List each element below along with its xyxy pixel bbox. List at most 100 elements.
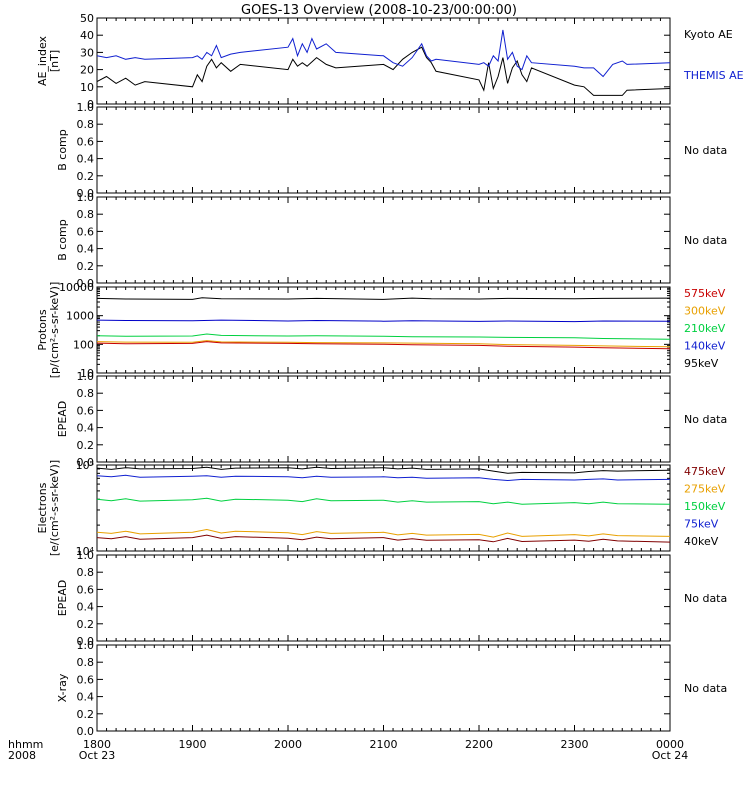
y-tick-label: 0.6 xyxy=(77,225,95,238)
no-data-note: No data xyxy=(684,682,727,695)
legend-entry: 95keV xyxy=(684,357,719,370)
y-tick-label: 0.4 xyxy=(77,601,95,614)
y-tick-label: 20 xyxy=(80,64,94,77)
y-tick-label: 0.0 xyxy=(77,725,95,738)
y-axis-label: B comp xyxy=(56,129,69,171)
y-tick-label: 0.2 xyxy=(77,708,95,721)
series-line-300kev xyxy=(96,319,671,323)
panel-frame xyxy=(96,106,671,194)
y-tick-label: 30 xyxy=(80,46,94,59)
y-tick-label: 10 xyxy=(80,367,94,380)
y-axis-label: Electrons xyxy=(36,482,49,533)
y-axis-label: Protons xyxy=(36,309,49,350)
panel-1: 0 10 20 30 40 50 AE_index [nT] Kyoto AE THEMIS AE xyxy=(36,12,744,111)
legend-entry: 575keV xyxy=(684,287,726,300)
panel-6: 10⁴ 10⁵ Electrons [e/(cm²-s-sr-keV)] 475keV 2… xyxy=(36,459,726,558)
panel-frame xyxy=(96,375,671,463)
y-tick-label: 50 xyxy=(80,12,94,25)
y-tick-label: 0.2 xyxy=(77,439,95,452)
panel-5: 0.0 0.2 0.4 0.6 0.8 1.0 EPEAD No data xyxy=(56,370,727,469)
y-axis-label: EPEAD xyxy=(56,401,69,438)
y-tick-label: 0.4 xyxy=(77,422,95,435)
y-tick-label: 0.0 xyxy=(77,187,95,200)
time-tick-label: 2000 xyxy=(274,738,302,751)
y-tick-label: 1.0 xyxy=(77,370,95,383)
y-tick-label: 10000 xyxy=(59,281,94,294)
y-tick-label: 0.8 xyxy=(77,118,95,131)
series-line-275kev xyxy=(96,474,671,482)
time-tick-label: 2200 xyxy=(465,738,493,751)
y-tick-label: 0.2 xyxy=(77,618,95,631)
series-line-95kev xyxy=(96,341,671,350)
series-line-140kev xyxy=(96,340,671,348)
y-tick-label: 10 xyxy=(80,81,94,94)
time-tick-label: 1800 xyxy=(83,738,111,751)
no-data-note: No data xyxy=(684,413,727,426)
y-tick-label: 0.6 xyxy=(77,673,95,686)
no-data-note: No data xyxy=(684,592,727,605)
y-tick-label: 0.6 xyxy=(77,404,95,417)
legend-entry: 475keV xyxy=(684,465,726,478)
y-tick-label: 0.4 xyxy=(77,153,95,166)
y-tick-label: 10⁵ xyxy=(76,459,94,472)
panel-4: 10 100 1000 10000 Protons [p/(cm²-s-sr-keV)] 5… xyxy=(36,281,726,380)
legend-entry: 150keV xyxy=(684,500,726,513)
y-tick-label: 0.8 xyxy=(77,566,95,579)
y-axis-label: [e/(cm²-s-sr-keV)] xyxy=(48,460,61,556)
y-tick-label: 0.0 xyxy=(77,456,95,469)
no-data-note: No data xyxy=(684,144,727,157)
y-axis-label: X-ray xyxy=(56,673,69,702)
panel-3: 0.0 0.2 0.4 0.6 0.8 1.0 B comp No data xyxy=(56,191,727,290)
time-tick-label: 2100 xyxy=(370,738,398,751)
series-line-40kev xyxy=(96,534,671,543)
time-tick-sublabel: Oct 24 xyxy=(652,749,689,762)
legend-entry: 75keV xyxy=(684,518,719,531)
y-tick-label: 0.4 xyxy=(77,243,95,256)
time-tick-label: 0000 xyxy=(656,738,684,751)
y-tick-label: 0.0 xyxy=(77,277,95,290)
no-data-note: No data xyxy=(684,234,727,247)
legend-entry: Kyoto AE xyxy=(684,28,733,41)
y-axis-label: EPEAD xyxy=(56,580,69,617)
y-tick-label: 0.0 xyxy=(77,635,95,648)
y-tick-label: 0.8 xyxy=(77,387,95,400)
y-tick-label: 1000 xyxy=(66,310,94,323)
legend-entry: 275keV xyxy=(684,483,726,496)
y-tick-label: 1.0 xyxy=(77,101,95,114)
panel-frame xyxy=(96,196,671,284)
panels: 0 10 20 30 40 50 AE_index [nT] Kyoto AE THEMIS AE… xyxy=(36,12,744,738)
y-axis-label: B comp xyxy=(56,219,69,261)
panel-frame xyxy=(96,644,671,732)
series-line-kyoto-ae xyxy=(96,46,671,96)
y-axis-label: [nT] xyxy=(48,50,61,72)
y-tick-label: 1.0 xyxy=(77,549,95,562)
y-tick-label: 0 xyxy=(87,98,94,111)
series-line-75kev xyxy=(96,528,671,538)
time-tick-sublabel: Oct 23 xyxy=(79,749,116,762)
time-tick-label: 2300 xyxy=(561,738,589,751)
series-line-575kev xyxy=(96,297,671,300)
y-tick-label: 0.4 xyxy=(77,691,95,704)
panel-2: 0.0 0.2 0.4 0.6 0.8 1.0 B comp No data xyxy=(56,101,727,200)
panel-8: 0.0 0.2 0.4 0.6 0.8 1.0 X-ray No data xyxy=(56,639,727,738)
y-tick-label: 0.6 xyxy=(77,135,95,148)
chart-title: GOES-13 Overview (2008-10-23/00:00:00) xyxy=(241,3,517,18)
legend-entry: 140keV xyxy=(684,340,726,353)
legend-entry: 210keV xyxy=(684,322,726,335)
y-axis-label: [p/(cm²-s-sr-keV)] xyxy=(48,282,61,379)
panel-frame xyxy=(96,554,671,642)
legend-entry: THEMIS AE xyxy=(683,69,744,82)
series-line-210kev xyxy=(96,333,671,340)
y-tick-label: 0.8 xyxy=(77,208,95,221)
y-tick-label: 100 xyxy=(73,338,94,351)
y-tick-label: 1.0 xyxy=(77,191,95,204)
time-axis-label-year: 2008 xyxy=(8,749,36,762)
y-tick-label: 40 xyxy=(80,29,94,42)
series-line-themis-ae xyxy=(96,29,671,78)
y-tick-label: 0.6 xyxy=(77,583,95,596)
y-tick-label: 10⁴ xyxy=(76,545,95,558)
legend-entry: 40keV xyxy=(684,535,719,548)
panel-7: 0.0 0.2 0.4 0.6 0.8 1.0 EPEAD No data xyxy=(56,549,727,648)
